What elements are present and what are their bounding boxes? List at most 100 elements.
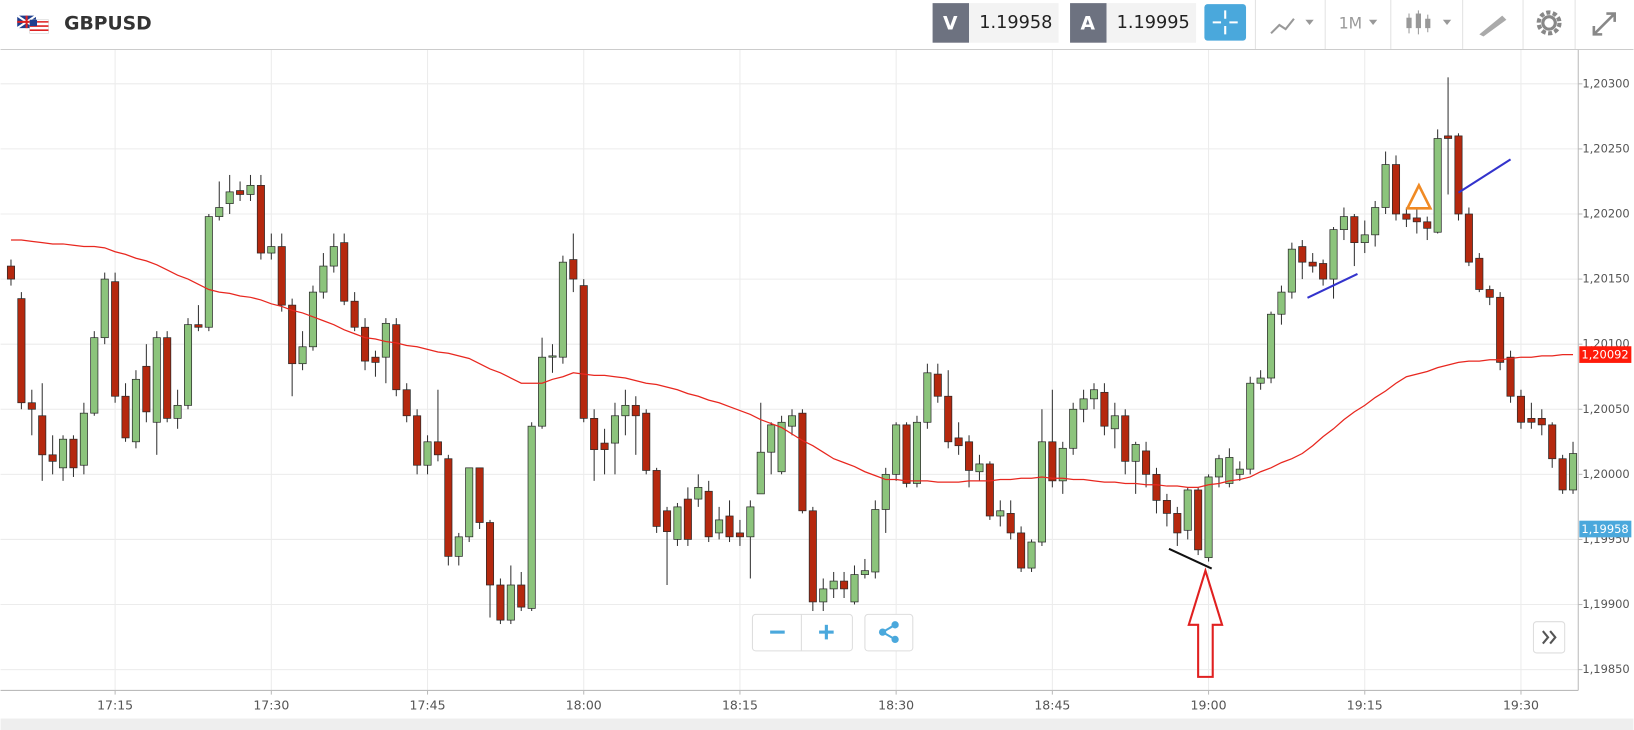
fullscreen-button[interactable] (1592, 12, 1616, 36)
candle-body (819, 588, 828, 603)
candle-body (277, 246, 286, 306)
candle-body (402, 389, 411, 417)
y-tick-label: 1,20250 (1582, 141, 1629, 155)
scroll-right-button[interactable] (1532, 621, 1566, 654)
candle-body (767, 424, 776, 453)
candle-body (944, 395, 953, 443)
toolbar: GBPUSD V 1.19958 A 1.19995 1M (0, 0, 1634, 50)
candle-body (1287, 248, 1296, 293)
dropdown-caret (1442, 19, 1452, 25)
candle-body (1100, 391, 1109, 427)
candle-body (204, 216, 213, 328)
candle-body (642, 412, 651, 471)
icon (1592, 12, 1616, 36)
candle-body (808, 510, 817, 603)
zoom-in-button[interactable] (819, 624, 834, 640)
candle-body (1516, 395, 1525, 423)
ask-box[interactable]: A 1.19995 (1070, 3, 1197, 43)
plot-area (0, 49, 1579, 691)
icon (1270, 18, 1295, 35)
candle-body (1402, 213, 1411, 220)
candle-body (1444, 135, 1453, 139)
x-axis: 17:15 17:30 17:45 18:00 18:15 18:30 18:45 19:00… (97, 690, 1539, 713)
candle-body (1037, 441, 1046, 543)
candle-body (1548, 424, 1557, 460)
candle-body (131, 378, 140, 443)
settings-button[interactable] (1536, 10, 1562, 36)
candle-body (569, 259, 578, 280)
trend-line (1457, 158, 1512, 194)
ask-field (1106, 3, 1197, 43)
candle-body (517, 584, 526, 608)
candle-body (444, 458, 453, 557)
x-tick-label: 18:45 (1034, 698, 1070, 713)
footer-strip (0, 718, 1634, 730)
candle-body (298, 346, 307, 365)
candle-body (1069, 408, 1078, 449)
candle-body (319, 265, 328, 293)
candle-body (1277, 291, 1286, 315)
candle-body (1558, 458, 1567, 491)
candle-body (1246, 382, 1255, 470)
candle-body (1381, 164, 1390, 208)
candle-body (1142, 450, 1151, 475)
icon (878, 628, 887, 636)
candle-body (1131, 444, 1140, 462)
bid-box[interactable]: V 1.19958 (932, 3, 1059, 43)
candle-body (194, 324, 203, 328)
candle-body (1412, 217, 1421, 223)
annotations (1168, 158, 1512, 678)
candle-body (1162, 500, 1171, 514)
candle-body (610, 415, 619, 444)
candle-body (985, 463, 994, 517)
candle-body (892, 424, 901, 475)
candle-body (829, 580, 838, 590)
icon (1479, 15, 1507, 37)
crosshair-button[interactable] (1204, 4, 1247, 41)
candle-body (246, 184, 255, 195)
candle-body (652, 470, 661, 527)
button-bg (864, 613, 914, 652)
candle-body (1423, 221, 1432, 229)
draw-button[interactable] (1479, 15, 1507, 37)
candle-body (735, 532, 744, 538)
candle-body (1183, 489, 1192, 531)
candle-style-button[interactable] (1406, 10, 1452, 35)
candle-body (454, 536, 463, 557)
candle-body (1079, 398, 1088, 410)
button-bg (1204, 4, 1247, 41)
candle-body (756, 451, 765, 495)
chart-type-button[interactable] (1270, 18, 1314, 35)
arrow (1187, 567, 1224, 678)
candle-body (6, 265, 15, 280)
candle-body (1267, 313, 1276, 379)
icon (1536, 10, 1562, 36)
candle-body (1475, 257, 1484, 290)
candle-body (558, 261, 567, 358)
candle-body (361, 326, 370, 362)
candle-body (1433, 138, 1442, 233)
price-tag-label: 1,20092 (1581, 348, 1628, 362)
moving-average-line (10, 239, 1574, 488)
timeframe-button[interactable]: 1M (1339, 14, 1378, 32)
flag-part (29, 19, 38, 27)
candle-body (1527, 418, 1536, 423)
candle-body (423, 441, 432, 466)
symbol: GBPUSD (64, 13, 152, 34)
share-button[interactable] (864, 613, 914, 652)
candle-body (1121, 415, 1130, 462)
candle-body (798, 412, 807, 512)
candle-body (694, 486, 703, 500)
candle-body (27, 402, 36, 410)
candle-body (308, 291, 317, 348)
x-tick-label: 17:45 (410, 698, 446, 713)
candle-body (933, 373, 942, 397)
candle-body (1391, 164, 1401, 215)
trend-line (1168, 547, 1213, 570)
candle-body (777, 421, 786, 473)
candle-body (465, 467, 474, 538)
ask-price: 1.19995 (1117, 13, 1190, 33)
